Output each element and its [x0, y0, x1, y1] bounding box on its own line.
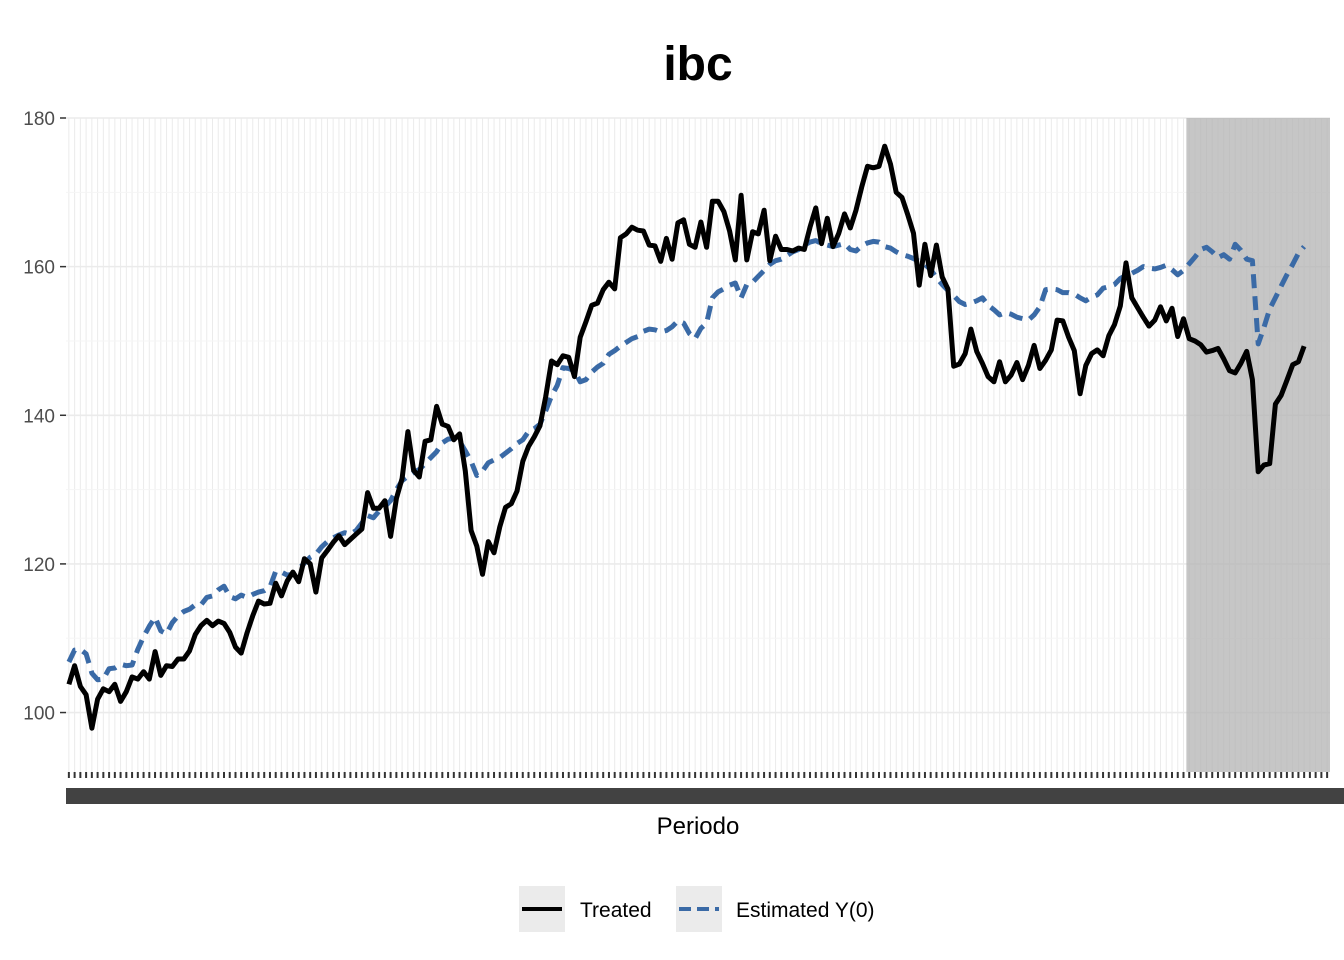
chart-title: ibc: [663, 38, 732, 91]
x-axis-title: Periodo: [657, 813, 740, 840]
series-line-treated: [66, 143, 1307, 731]
x-axis: [66, 772, 1344, 804]
legend: Treated Estimated Y(0): [519, 886, 875, 932]
y-tick-label: 160: [23, 258, 55, 279]
y-tick-label: 140: [23, 406, 55, 427]
series-line-estimated-y0: [66, 238, 1307, 683]
x-tick-labels-overplotted: [66, 788, 1344, 804]
plot-panel-bg: [66, 118, 1330, 772]
y-tick-label: 180: [23, 109, 55, 130]
y-gridlines: [66, 117, 1330, 714]
legend-label-treated: Treated: [580, 899, 652, 922]
y-axis: 100 120 140 160 180: [23, 109, 66, 725]
y-tick-label: 120: [23, 555, 55, 576]
y-tick-label: 100: [23, 704, 55, 725]
legend-label-estimated: Estimated Y(0): [736, 899, 875, 922]
series-lines: [66, 143, 1307, 731]
plot-panel: [66, 118, 1330, 772]
